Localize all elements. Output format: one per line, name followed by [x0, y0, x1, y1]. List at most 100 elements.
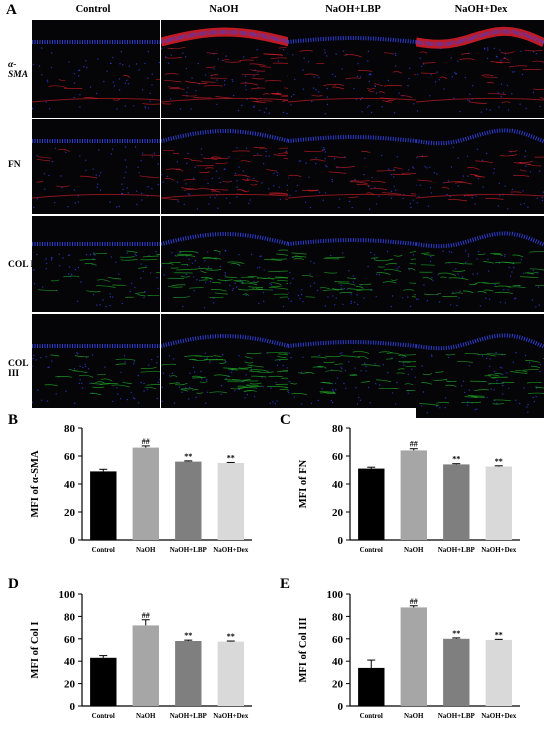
y-axis-label: MFI of FN	[298, 459, 309, 508]
significance-mark: **	[227, 453, 235, 462]
y-tick-label: 60	[64, 451, 76, 463]
significance-mark: **	[184, 631, 192, 640]
error-bar	[99, 655, 108, 658]
significance-mark: **	[495, 630, 503, 639]
y-tick-label: 40	[64, 656, 76, 668]
significance-mark: **	[227, 632, 235, 641]
panel-letter-a: A	[6, 2, 17, 18]
x-tick-label: NaOH	[136, 712, 156, 720]
x-tick-label: NaOH	[404, 546, 424, 554]
micrograph-col-i-control	[32, 216, 160, 312]
y-tick-label: 40	[64, 479, 76, 491]
y-tick-label: 100	[327, 589, 344, 601]
significance-mark: ##	[142, 437, 150, 446]
y-tick-label: 20	[332, 679, 344, 691]
y-axis-label: MFI of Col I	[30, 622, 41, 679]
micrograph-alpha-sma-naoh-lbp	[288, 20, 416, 118]
x-tick-label: NaOH+Dex	[481, 546, 517, 554]
y-tick-label: 20	[64, 679, 76, 691]
error-bar	[409, 448, 418, 451]
error-bar	[141, 619, 150, 626]
y-tick-label: 0	[70, 701, 76, 713]
error-bar	[226, 461, 235, 463]
bar-naoh-lbp	[443, 464, 470, 540]
bar-naoh	[132, 625, 159, 706]
error-bar	[367, 659, 376, 668]
error-bar	[99, 468, 108, 472]
error-bar	[452, 637, 461, 639]
y-tick-label: 80	[332, 611, 344, 623]
row-label-alpha-sma: α-SMA	[8, 60, 29, 80]
chart-c-fn: MFI of FN 0 20 40 60 80 Control ## NaOH ** NaOH+LB…	[292, 418, 532, 573]
bar-naoh-dex	[217, 641, 244, 706]
micrograph-col-i-naoh	[161, 216, 289, 312]
panel-letter-d: D	[8, 576, 19, 592]
y-tick-label: 20	[64, 507, 76, 519]
bar-control	[90, 657, 117, 706]
y-axis-label: MFI of Col III	[298, 617, 309, 682]
error-bar	[367, 466, 376, 469]
error-bar	[494, 465, 503, 467]
error-bar	[226, 640, 235, 642]
y-tick-label: 60	[332, 451, 344, 463]
row-label-fn: FN	[8, 160, 21, 170]
bar-naoh-lbp	[175, 461, 202, 540]
error-bar	[184, 460, 193, 462]
error-bar	[409, 605, 418, 608]
y-tick-label: 100	[59, 589, 76, 601]
column-header-naoh-dex: NaOH+Dex	[454, 4, 508, 15]
row-label-col-iii: COL III	[8, 359, 29, 379]
column-header-control: Control	[75, 4, 111, 15]
column-header-naoh: NaOH	[209, 4, 239, 15]
error-bar	[452, 463, 461, 465]
x-tick-label: NaOH	[136, 546, 156, 554]
y-tick-label: 80	[332, 423, 344, 435]
y-tick-label: 60	[64, 634, 76, 646]
x-tick-label: NaOH	[404, 712, 424, 720]
x-tick-label: NaOH+LBP	[438, 546, 476, 554]
micrograph-col-iii-naoh	[161, 314, 289, 408]
x-tick-label: NaOH+LBP	[170, 546, 208, 554]
bar-naoh-lbp	[175, 641, 202, 706]
bar-naoh-dex	[217, 463, 244, 540]
column-header-naoh-lbp: NaOH+LBP	[325, 4, 381, 15]
chart-e-col-iii: MFI of Col III 0 20 40 60 80 100 Control ## NaOH *…	[292, 584, 532, 739]
micrograph-col-iii-naoh-lbp	[288, 314, 416, 408]
y-axis-label: MFI of α-SMA	[30, 450, 41, 518]
x-tick-label: NaOH+Dex	[481, 712, 517, 720]
bar-control	[358, 667, 385, 706]
x-tick-label: Control	[360, 712, 383, 720]
y-tick-label: 40	[332, 656, 344, 668]
error-bar	[494, 638, 503, 640]
y-tick-label: 0	[338, 701, 344, 713]
bar-naoh-dex	[485, 466, 512, 540]
significance-mark: ##	[410, 440, 418, 449]
y-tick-label: 40	[332, 479, 344, 491]
error-bar	[184, 639, 193, 642]
significance-mark: ##	[142, 611, 150, 620]
chart-b-alpha-sma: MFI of α-SMA 0 20 40 60 80 Control ## NaOH ** NaOH…	[24, 418, 264, 573]
micrograph-fn-control	[32, 119, 160, 214]
micrograph-alpha-sma-control	[32, 20, 160, 118]
y-tick-label: 0	[70, 535, 76, 547]
micrograph-col-iii-control	[32, 314, 160, 408]
bar-control	[358, 468, 385, 540]
panel-letter-c: C	[280, 412, 291, 428]
significance-mark: **	[495, 457, 503, 466]
micrograph-fn-naoh-lbp	[288, 119, 416, 214]
x-tick-label: Control	[92, 712, 115, 720]
micrograph-fn-naoh-dex	[416, 119, 544, 214]
bar-naoh-dex	[485, 639, 512, 706]
significance-mark: **	[452, 455, 460, 464]
y-tick-label: 0	[338, 535, 344, 547]
chart-d-col-i: MFI of Col I 0 20 40 60 80 100 Control ## NaOH ** N…	[24, 584, 264, 739]
error-bar	[141, 445, 150, 448]
y-tick-label: 60	[332, 634, 344, 646]
panel-letter-b: B	[8, 412, 19, 428]
bar-naoh	[132, 447, 159, 540]
x-tick-label: NaOH+LBP	[438, 712, 476, 720]
micrograph-col-i-naoh-lbp	[288, 216, 416, 312]
x-tick-label: NaOH+Dex	[213, 546, 249, 554]
x-tick-label: NaOH+Dex	[213, 712, 249, 720]
significance-mark: **	[452, 629, 460, 638]
